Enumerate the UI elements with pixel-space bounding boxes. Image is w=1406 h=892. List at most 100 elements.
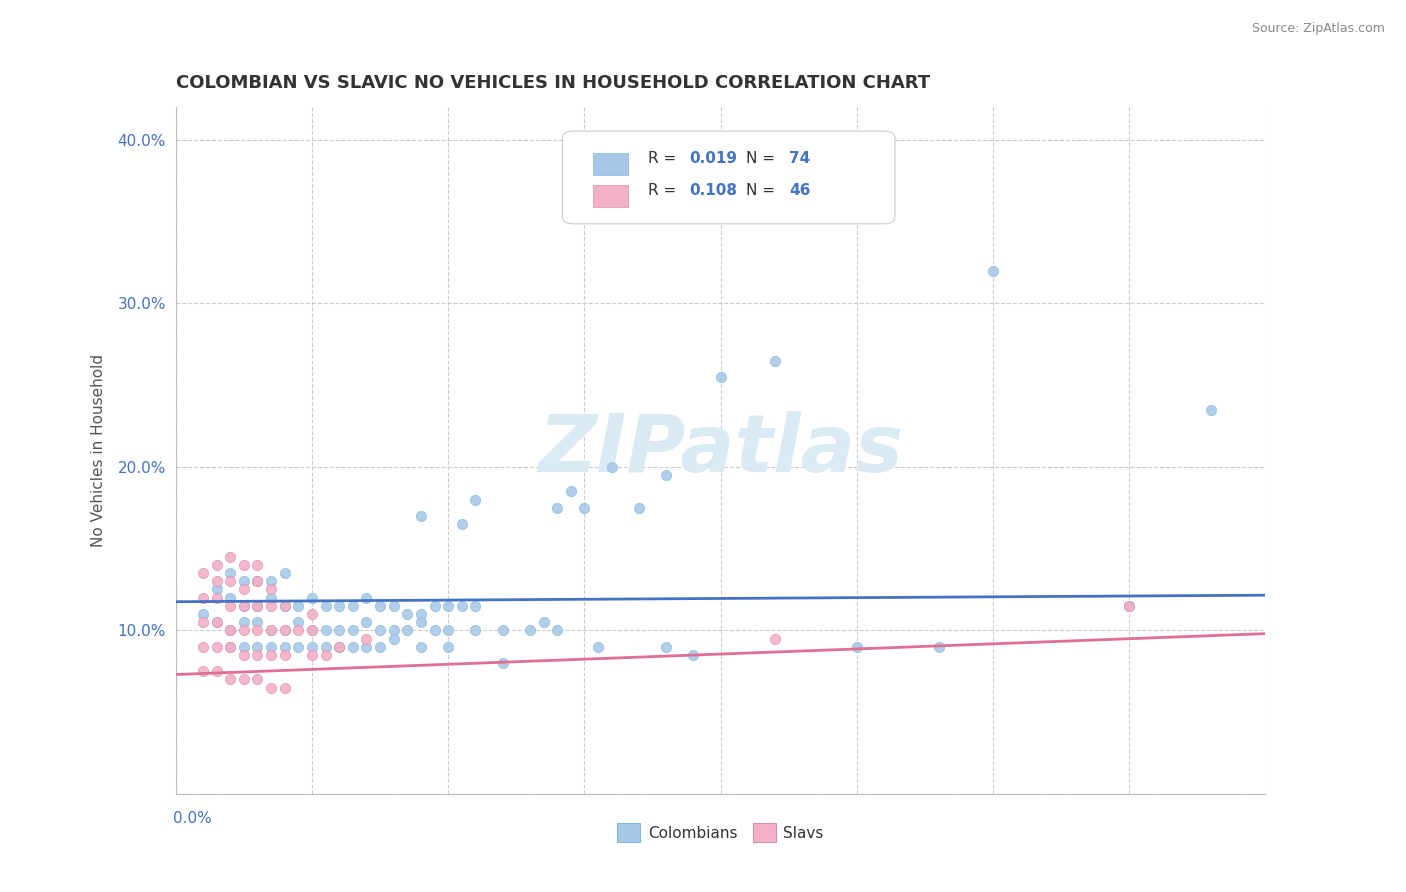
- Point: [274, 681, 297, 695]
- Text: 0.019: 0.019: [689, 151, 737, 166]
- Point: [464, 599, 486, 613]
- Point: [423, 624, 446, 638]
- Point: [301, 591, 323, 605]
- Point: [246, 558, 269, 572]
- Point: [260, 591, 283, 605]
- Point: [232, 624, 254, 638]
- Point: [981, 263, 1004, 277]
- Text: R =: R =: [648, 151, 681, 166]
- Point: [205, 640, 228, 654]
- Point: [205, 574, 228, 589]
- Point: [205, 591, 228, 605]
- Point: [328, 599, 350, 613]
- Point: [356, 632, 378, 646]
- Point: [382, 624, 405, 638]
- FancyBboxPatch shape: [593, 186, 628, 207]
- Point: [232, 558, 254, 572]
- Point: [1199, 402, 1222, 417]
- Text: N =: N =: [745, 184, 779, 198]
- Point: [232, 574, 254, 589]
- Point: [315, 640, 337, 654]
- Point: [396, 607, 419, 621]
- Point: [382, 632, 405, 646]
- Text: N =: N =: [745, 151, 779, 166]
- Point: [219, 624, 242, 638]
- Point: [232, 640, 254, 654]
- Point: [342, 640, 364, 654]
- Point: [396, 624, 419, 638]
- Point: [246, 624, 269, 638]
- Point: [274, 599, 297, 613]
- Legend: Colombians, Slavs: Colombians, Slavs: [612, 817, 830, 848]
- Point: [301, 648, 323, 662]
- Point: [219, 591, 242, 605]
- Point: [219, 599, 242, 613]
- Point: [315, 648, 337, 662]
- Point: [219, 640, 242, 654]
- Text: 0.0%: 0.0%: [173, 811, 212, 826]
- Point: [219, 624, 242, 638]
- Point: [627, 500, 650, 515]
- Point: [519, 624, 541, 638]
- Point: [260, 599, 283, 613]
- Text: R =: R =: [648, 184, 681, 198]
- Point: [710, 369, 733, 384]
- Text: 74: 74: [789, 151, 810, 166]
- Point: [205, 558, 228, 572]
- Point: [274, 640, 297, 654]
- Point: [232, 615, 254, 630]
- Point: [600, 459, 623, 474]
- Point: [246, 615, 269, 630]
- Point: [205, 615, 228, 630]
- Point: [246, 599, 269, 613]
- Point: [328, 640, 350, 654]
- Point: [191, 566, 214, 580]
- Point: [246, 599, 269, 613]
- Point: [219, 566, 242, 580]
- Point: [356, 615, 378, 630]
- Point: [655, 467, 678, 482]
- Point: [205, 582, 228, 597]
- Point: [232, 599, 254, 613]
- Point: [232, 673, 254, 687]
- Point: [232, 648, 254, 662]
- Point: [342, 624, 364, 638]
- Point: [301, 624, 323, 638]
- Point: [845, 640, 868, 654]
- Point: [368, 599, 391, 613]
- Point: [274, 566, 297, 580]
- Point: [409, 508, 432, 523]
- Point: [191, 607, 214, 621]
- Point: [586, 640, 609, 654]
- Text: 46: 46: [789, 184, 811, 198]
- Point: [492, 656, 515, 670]
- Point: [301, 624, 323, 638]
- Point: [409, 640, 432, 654]
- Point: [205, 664, 228, 679]
- Point: [246, 648, 269, 662]
- Point: [191, 615, 214, 630]
- Point: [191, 664, 214, 679]
- Point: [763, 353, 786, 368]
- Point: [450, 599, 472, 613]
- Text: ZIPatlas: ZIPatlas: [538, 411, 903, 490]
- Point: [287, 599, 309, 613]
- Point: [260, 582, 283, 597]
- Point: [260, 648, 283, 662]
- Point: [260, 574, 283, 589]
- Point: [409, 607, 432, 621]
- Point: [655, 640, 678, 654]
- Point: [1118, 599, 1140, 613]
- Point: [492, 624, 515, 638]
- Point: [191, 640, 214, 654]
- Point: [437, 624, 460, 638]
- Point: [356, 591, 378, 605]
- Point: [574, 500, 596, 515]
- Point: [246, 673, 269, 687]
- Point: [328, 624, 350, 638]
- Point: [219, 574, 242, 589]
- Point: [246, 574, 269, 589]
- Point: [342, 599, 364, 613]
- Point: [450, 516, 472, 531]
- Point: [437, 640, 460, 654]
